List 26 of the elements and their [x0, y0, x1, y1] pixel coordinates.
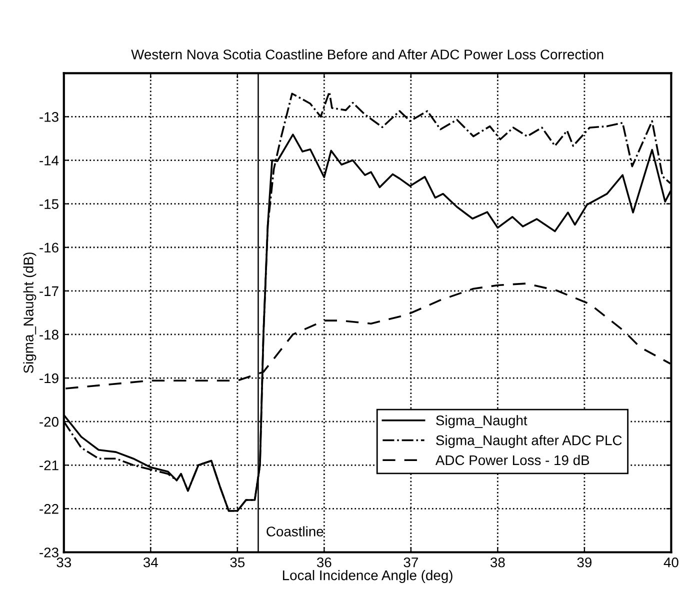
x-tick-label: 35 — [230, 557, 245, 568]
legend-label: Sigma_Naught after ADC PLC — [436, 435, 622, 448]
y-tick-label: -23 — [40, 548, 58, 558]
chart-title: Western Nova Scotia Coastline Before and After ADC Power Loss Correction — [131, 49, 604, 60]
y-tick-label: -15 — [40, 199, 58, 209]
x-tick-label: 34 — [143, 557, 158, 568]
y-tick-label: -18 — [40, 330, 58, 340]
x-tick-label: 33 — [56, 557, 72, 568]
x-tick-label: 40 — [664, 557, 678, 568]
y-tick-label: -13 — [40, 112, 58, 122]
y-tick-label: -20 — [40, 416, 58, 427]
x-tick-label: 38 — [490, 557, 505, 568]
x-axis-title: Local Incidence Angle (deg) — [282, 570, 452, 583]
legend-label: ADC Power Loss - 19 dB — [435, 454, 590, 466]
y-axis-title: Sigma_Naught (dB) — [23, 252, 36, 374]
y-tick-label: -22 — [40, 504, 58, 514]
y-tick-label: -21 — [40, 460, 58, 470]
y-tick-label: -17 — [40, 286, 58, 296]
y-tick-label: -16 — [40, 242, 58, 253]
x-tick-label: 36 — [316, 557, 332, 568]
ref-line-label: Coastline — [266, 526, 324, 536]
y-tick-label: -19 — [40, 373, 58, 384]
legend-label: Sigma_Naught — [436, 415, 528, 428]
x-tick-label: 37 — [404, 557, 418, 568]
x-tick-label: 39 — [577, 557, 592, 568]
y-tick-label: -14 — [40, 156, 59, 166]
